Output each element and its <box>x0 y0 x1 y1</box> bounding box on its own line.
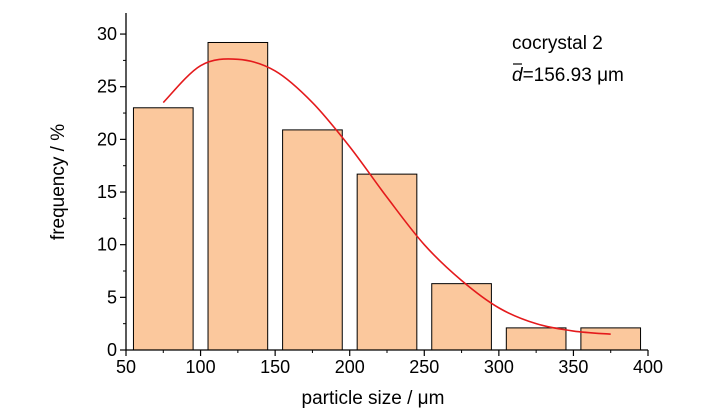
x-tick-label: 400 <box>633 357 663 377</box>
histogram-bar <box>431 283 492 351</box>
mean-value: =156.93 μm <box>523 65 624 86</box>
x-tick-label: 50 <box>116 357 136 377</box>
annotation-box: cocrystal 2 d=156.93 μm <box>512 33 624 86</box>
x-tick-label: 300 <box>484 357 514 377</box>
y-tick-label: 15 <box>97 182 117 202</box>
y-tick-label: 30 <box>97 24 117 44</box>
y-tick-label: 10 <box>97 235 117 255</box>
x-tick-label: 200 <box>335 357 365 377</box>
histogram-bar <box>505 327 567 351</box>
x-tick-label: 100 <box>186 357 216 377</box>
x-axis-title: particle size / μm <box>302 388 445 409</box>
histogram-bar <box>356 173 418 351</box>
axes-layer: 50 100 150 200 250 300 350 400 0 5 10 15 20 25 30 <box>97 13 663 377</box>
histogram-bar <box>580 327 642 351</box>
sample-label: cocrystal 2 <box>512 33 603 54</box>
x-tick-label: 150 <box>260 357 290 377</box>
x-tick-label: 350 <box>558 357 588 377</box>
y-tick-label: 20 <box>97 129 117 149</box>
mean-label: d=156.93 μm <box>512 65 624 86</box>
y-axis-title: frequency / % <box>48 124 69 240</box>
mean-symbol: d <box>512 65 524 86</box>
y-tick-label: 25 <box>97 77 117 97</box>
y-tick-label: 0 <box>107 340 117 360</box>
fit-curve-line <box>162 58 611 336</box>
histogram-bar <box>132 107 194 351</box>
bars-layer <box>132 41 642 351</box>
histogram-bar <box>207 41 269 351</box>
x-tick-label: 250 <box>409 357 439 377</box>
y-tick-label: 5 <box>107 287 117 307</box>
histogram-bar <box>282 129 343 351</box>
